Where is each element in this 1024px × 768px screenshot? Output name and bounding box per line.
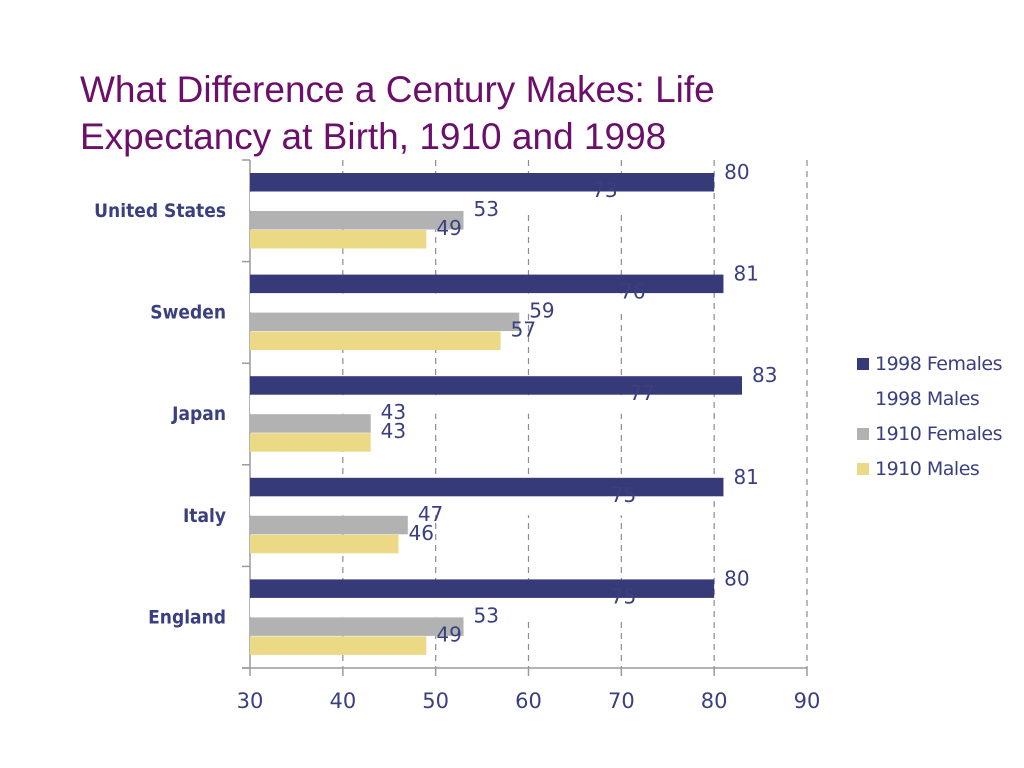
data-label: 76 xyxy=(620,280,645,304)
x-tick-label: 50 xyxy=(422,689,449,713)
bar-1998-males xyxy=(250,192,650,211)
bar-1910-females xyxy=(250,211,464,230)
legend-label: 1998 Males xyxy=(875,387,980,410)
x-tick-label: 30 xyxy=(237,689,264,713)
data-label: 49 xyxy=(436,622,461,646)
data-label: 75 xyxy=(611,483,636,507)
data-label: 59 xyxy=(529,299,554,323)
data-label: 80 xyxy=(724,160,749,184)
data-label: 57 xyxy=(511,318,536,342)
legend: 1998 Females 1998 Males 1910 Females 1910 M… xyxy=(857,346,1022,486)
bar-1910-females xyxy=(250,617,464,636)
data-label: 43 xyxy=(381,400,406,424)
data-label: 53 xyxy=(474,197,499,221)
bar-1910-females xyxy=(250,414,371,433)
chart-title-line-1: What Difference a Century Makes: Life xyxy=(80,69,715,110)
chart-title: What Difference a Century Makes: Life Ex… xyxy=(80,66,800,160)
data-label: 81 xyxy=(733,262,758,286)
data-label: 80 xyxy=(724,566,749,590)
bar-1998-males xyxy=(250,598,668,617)
bar-1998-females xyxy=(250,579,715,598)
legend-swatch xyxy=(857,427,869,440)
x-tick-label: 90 xyxy=(794,689,821,713)
legend-label: 1910 Females xyxy=(875,422,1003,445)
x-tick-label: 60 xyxy=(515,689,542,713)
bar-1998-females xyxy=(250,477,724,497)
bar-1998-males xyxy=(250,496,668,516)
category-label: United States xyxy=(94,200,226,222)
data-label: 77 xyxy=(629,381,654,405)
category-label: Sweden xyxy=(150,302,226,324)
x-tick-label: 40 xyxy=(329,689,356,713)
data-label: 47 xyxy=(418,502,443,526)
bar-1910-males xyxy=(250,433,371,452)
legend-swatch xyxy=(857,357,869,370)
bar-1910-males xyxy=(250,331,501,351)
bar-1910-females xyxy=(250,312,520,332)
data-label: 83 xyxy=(752,363,777,387)
bar-1998-males xyxy=(250,395,687,414)
bar-1910-males xyxy=(250,636,427,655)
chart-title-line-2: Expectancy at Birth, 1910 and 1998 xyxy=(80,116,667,157)
category-label: Italy xyxy=(183,505,226,527)
bar-1910-males xyxy=(250,534,399,554)
category-label: England xyxy=(148,606,226,628)
x-tick-label: 70 xyxy=(608,689,635,713)
category-label: Japan xyxy=(171,403,226,425)
bar-1998-females xyxy=(250,274,724,294)
data-label: 75 xyxy=(611,584,636,608)
legend-label: 1910 Males xyxy=(875,457,980,480)
data-label: 43 xyxy=(381,419,406,443)
legend-item: 1998 Males xyxy=(857,381,1022,416)
legend-swatch xyxy=(857,392,869,405)
x-tick-label: 80 xyxy=(701,689,728,713)
data-label: 53 xyxy=(474,603,499,627)
bar-1998-females xyxy=(250,173,715,192)
data-label: 81 xyxy=(733,465,758,489)
legend-item: 1910 Males xyxy=(857,451,1022,486)
bar-1910-females xyxy=(250,515,408,535)
bar-1998-males xyxy=(250,293,678,313)
data-label: 49 xyxy=(436,216,461,240)
data-label: 46 xyxy=(409,521,434,545)
legend-item: 1998 Females xyxy=(857,346,1022,381)
legend-item: 1910 Females xyxy=(857,416,1022,451)
bar-1910-males xyxy=(250,230,427,249)
bar-1998-females xyxy=(250,376,743,395)
data-label: 73 xyxy=(592,178,617,202)
legend-label: 1998 Females xyxy=(875,352,1003,375)
legend-swatch xyxy=(857,462,869,475)
